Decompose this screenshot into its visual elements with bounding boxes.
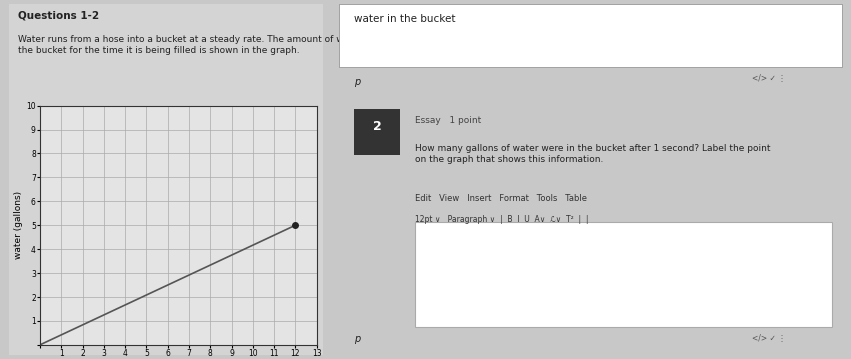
Text: Questions 1-2: Questions 1-2 — [18, 11, 99, 20]
FancyBboxPatch shape — [414, 222, 832, 327]
Text: </> ✓ ⋮: </> ✓ ⋮ — [752, 334, 785, 343]
Text: water in the bucket: water in the bucket — [354, 14, 456, 24]
Text: 12pt ∨   Paragraph ∨  |  B  I  U  A∨  ℒ∨  T²  |  |: 12pt ∨ Paragraph ∨ | B I U A∨ ℒ∨ T² | | — [414, 215, 588, 224]
Text: How many gallons of water were in the bucket after 1 second? Label the point
on : How many gallons of water were in the bu… — [414, 144, 770, 164]
Text: p: p — [354, 334, 361, 344]
FancyBboxPatch shape — [340, 4, 842, 67]
Text: Essay   1 point: Essay 1 point — [414, 116, 481, 125]
Text: </> ✓ ⋮: </> ✓ ⋮ — [752, 74, 785, 83]
Text: Water runs from a hose into a bucket at a steady rate. The amount of water in
th: Water runs from a hose into a bucket at … — [18, 35, 374, 55]
Text: p: p — [354, 78, 361, 88]
Text: 2: 2 — [373, 120, 381, 133]
Text: Edit   View   Insert   Format   Tools   Table: Edit View Insert Format Tools Table — [414, 194, 587, 202]
FancyBboxPatch shape — [354, 109, 400, 155]
